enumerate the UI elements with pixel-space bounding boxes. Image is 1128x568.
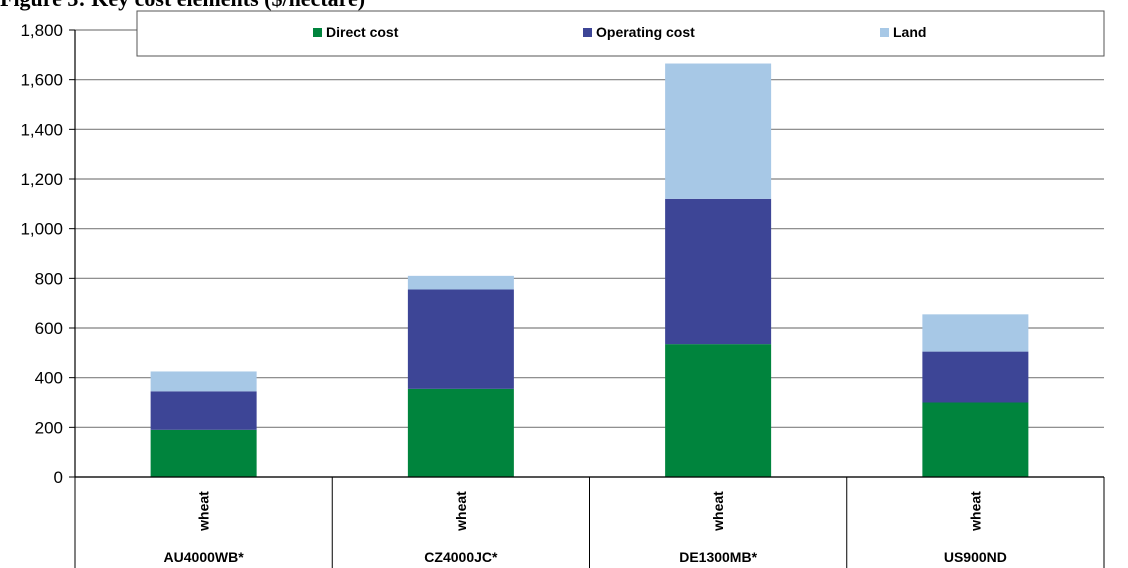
y-tick-label: 400 [35,369,63,388]
bar-segment-direct-cost [922,402,1029,477]
bar-segment-direct-cost [665,344,772,477]
bar-segment-land [150,371,257,392]
legend-label: Land [893,24,926,40]
y-axis: 0 200 400 600 800 1,000 1,200 1,400 1,600 1,800 [20,21,76,487]
category-label: US900ND [944,549,1007,565]
bar-segment-land [665,63,772,199]
crop-label: wheat [710,491,726,532]
legend: Direct cost Operating cost Land [136,10,1105,57]
bar-segment-direct-cost [407,388,514,477]
category-label: DE1300MB* [679,549,757,565]
category-label: AU4000WB* [164,549,245,565]
bar-segment-land [407,275,514,290]
legend-label: Operating cost [596,24,695,40]
bar-segment-land [922,314,1029,352]
y-tick-label: 1,000 [20,220,63,239]
bar-segment-operating-cost [407,289,514,389]
bar-segment-operating-cost [665,198,772,345]
y-tick-label: 1,800 [20,21,63,40]
y-tick-label: 200 [35,418,63,437]
y-tick-label: 800 [35,269,63,288]
legend-swatch [880,28,889,37]
legend-swatch [313,28,322,37]
bar-segment-direct-cost [150,429,257,477]
bar-segment-operating-cost [922,351,1029,403]
crop-label: wheat [196,491,212,532]
bars [150,63,1029,477]
x-axis: wheat AU4000WB* wheat CZ4000JC* wheat DE1300M… [74,476,1105,568]
crop-label: wheat [967,491,983,532]
legend-box [136,10,1105,57]
crop-label: wheat [453,491,469,532]
y-tick-label: 600 [35,319,63,338]
y-tick-label: 1,400 [20,120,63,139]
y-tick-label: 1,600 [20,71,63,90]
chart-title: Figure 3: Key cost elements ($/hectare) [0,0,365,11]
y-tick-label: 1,200 [20,170,63,189]
y-tick-label: 0 [54,468,63,487]
bar-segment-operating-cost [150,391,257,430]
legend-swatch [583,28,592,37]
category-label: CZ4000JC* [424,549,498,565]
legend-label: Direct cost [326,24,399,40]
